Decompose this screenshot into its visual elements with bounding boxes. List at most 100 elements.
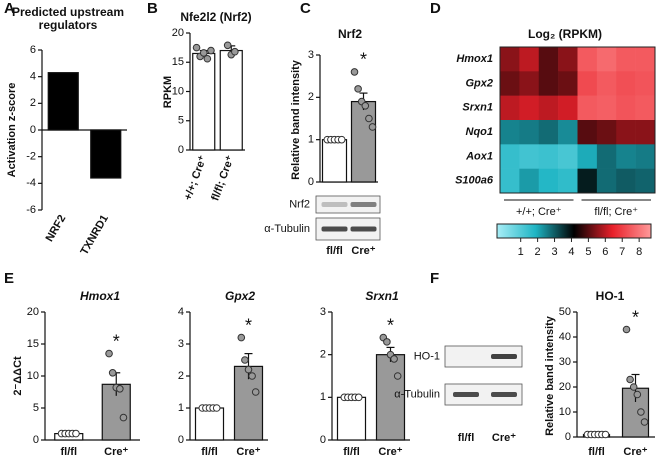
- colorbar-tick-label: 4: [568, 246, 574, 258]
- y-tick-label: 10: [172, 85, 184, 97]
- blot-band: [350, 226, 377, 232]
- heatmap-cell: [538, 168, 559, 194]
- x-tick-label: NRF2: [44, 213, 69, 244]
- colorbar-tick-label: 8: [636, 246, 642, 258]
- heatmap-cell: [538, 144, 559, 169]
- blot-row-label: α-Tubulin: [264, 223, 310, 235]
- x-tick-label: Cre⁺: [623, 446, 647, 458]
- heatmap-cell: [616, 144, 636, 169]
- chart-title: Nfe2l2 (Nrf2): [180, 10, 251, 24]
- heatmap-cell: [616, 71, 636, 96]
- data-point: [251, 388, 260, 396]
- panel-letter: B: [147, 0, 158, 17]
- chart-title: Gpx2: [225, 289, 255, 303]
- y-tick-label: 20: [559, 381, 571, 393]
- row-label: Hmox1: [456, 53, 493, 65]
- y-tick-label: 0: [33, 434, 39, 446]
- blot-row-label: Nrf2: [289, 198, 310, 210]
- y-tick-label: 3: [308, 49, 314, 61]
- heatmap-cell: [519, 168, 540, 194]
- y-tick-label: 30: [559, 356, 571, 368]
- colorbar-tick-label: 5: [585, 246, 591, 258]
- data-point: [365, 114, 373, 123]
- data-point: [393, 372, 402, 380]
- x-tick-label: fl/fl: [326, 245, 343, 257]
- panel-letter: D: [430, 0, 441, 17]
- blot-band: [321, 226, 348, 232]
- heatmap-cell: [500, 71, 520, 96]
- data-point: [241, 356, 249, 364]
- y-tick-label: 6: [30, 44, 36, 56]
- significance-star: *: [360, 50, 367, 70]
- x-tick-label: Cre⁺: [351, 245, 375, 257]
- y-tick-label: -6: [26, 204, 36, 216]
- x-tick-label: +/+; Cre⁺: [182, 154, 209, 202]
- colorbar-tick-label: 1: [518, 246, 524, 258]
- blot-band: [350, 202, 377, 207]
- panel-letter: E: [4, 270, 14, 287]
- y-tick-label: 3: [320, 306, 326, 318]
- row-label: S100a6: [455, 175, 494, 187]
- heatmap-cell: [500, 47, 520, 72]
- data-point: [192, 43, 201, 52]
- heatmap-cell: [500, 168, 520, 194]
- data-point: [337, 135, 346, 144]
- row-label: Nqo1: [466, 126, 494, 138]
- y-tick-label: 0: [308, 176, 314, 188]
- x-tick-label: fl/fl: [201, 446, 218, 458]
- x-tick-label: fl/fl: [343, 446, 360, 458]
- bar: [192, 52, 216, 151]
- heatmap-cell: [519, 47, 540, 72]
- blot-row-label: HO-1: [414, 350, 440, 362]
- y-tick-label: 3: [178, 338, 184, 350]
- data-point: [626, 375, 634, 384]
- x-tick-label: fl/fl: [588, 446, 605, 458]
- y-tick-label: 0: [178, 144, 184, 156]
- chart-title: Nrf2: [338, 27, 362, 41]
- heatmap-cell: [519, 71, 540, 96]
- y-tick-label: 5: [33, 402, 39, 414]
- y-tick-label: 4: [178, 306, 184, 318]
- blot-strip: [315, 217, 381, 241]
- heatmap-cell: [538, 120, 559, 145]
- y-tick-label: -4: [26, 177, 36, 189]
- panel-letter: A: [4, 0, 15, 17]
- heatmap-cell: [558, 144, 578, 169]
- blot-strip: [444, 345, 523, 368]
- y-tick-label: 2: [320, 349, 326, 361]
- data-point: [237, 333, 246, 342]
- heatmap-cell: [616, 168, 636, 194]
- x-tick-label: Cre⁺: [378, 446, 402, 458]
- colorbar-tick-label: 3: [551, 246, 557, 258]
- y-tick-label: 1: [320, 391, 326, 403]
- row-label: Gpx2: [465, 77, 493, 89]
- heatmap-cell: [577, 144, 598, 169]
- data-point: [119, 413, 128, 422]
- blot-band: [321, 202, 348, 207]
- blot-band: [491, 392, 517, 397]
- y-tick-label: -2: [26, 151, 36, 163]
- y-tick-label: 10: [559, 406, 571, 418]
- data-point: [231, 47, 239, 56]
- bar: [219, 49, 243, 151]
- chart-title: Predicted upstream regulators: [11, 6, 125, 32]
- data-point: [361, 102, 370, 110]
- data-point: [640, 418, 649, 426]
- y-tick-label: 1: [178, 402, 184, 414]
- heatmap-cell: [558, 95, 578, 121]
- chart-title: HO-1: [596, 289, 625, 303]
- data-point: [390, 355, 398, 363]
- heatmap-cell: [635, 95, 656, 121]
- heatmap-cell: [596, 47, 617, 72]
- blot-row-label: α-Tubulin: [394, 388, 440, 400]
- data-point: [212, 404, 221, 412]
- significance-star: *: [113, 331, 120, 351]
- y-axis-label: Relative band intensity: [544, 315, 556, 436]
- data-point: [207, 46, 215, 55]
- heatmap-cell: [558, 120, 578, 145]
- heatmap-cell: [635, 168, 656, 194]
- heatmap-cell: [577, 168, 598, 194]
- title-box: Predicted upstream regulators: [11, 6, 125, 32]
- row-label: Aox1: [465, 150, 493, 162]
- data-point: [354, 393, 363, 402]
